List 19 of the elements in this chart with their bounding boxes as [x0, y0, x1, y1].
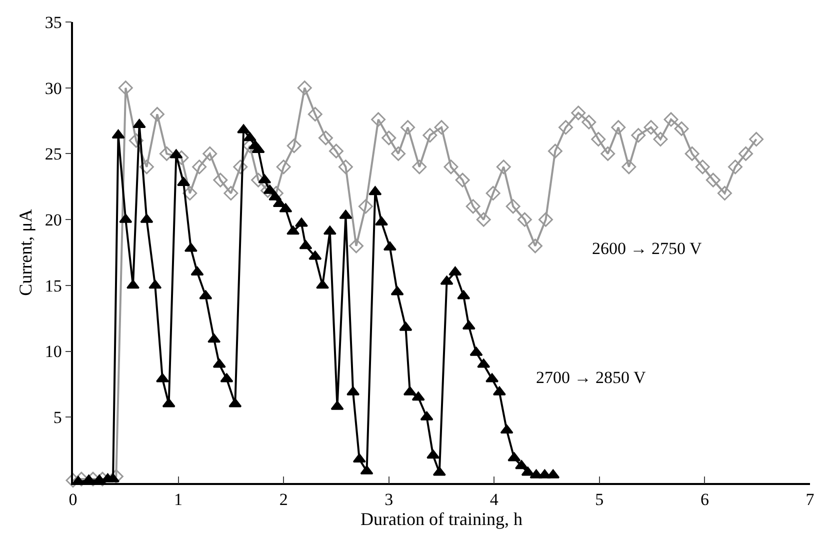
y-tick-label: 20 — [44, 210, 62, 230]
x-tick-label: 4 — [490, 490, 499, 510]
x-tick-label: 1 — [174, 490, 183, 510]
y-tick-label: 10 — [44, 342, 62, 362]
y-tick-label: 15 — [44, 276, 62, 296]
y-tick-label: 35 — [44, 12, 62, 32]
y-axis-title: Current, μA — [16, 209, 36, 296]
x-tick-label: 5 — [595, 490, 604, 510]
x-tick-label: 3 — [384, 490, 394, 510]
x-tick-label: 7 — [806, 490, 815, 510]
y-tick-label: 25 — [44, 144, 62, 164]
x-axis-title: Duration of training, h — [360, 509, 522, 530]
y-tick-label: 30 — [44, 78, 62, 98]
text: 2600 → 2750 V — [592, 239, 702, 258]
x-tick-label: 2 — [279, 490, 288, 510]
x-tick-label: 6 — [700, 490, 709, 510]
y-tick-label: 5 — [53, 408, 62, 428]
x-tick-label: 0 — [68, 490, 78, 510]
series-label: 2700 → 2850 V — [536, 368, 646, 387]
